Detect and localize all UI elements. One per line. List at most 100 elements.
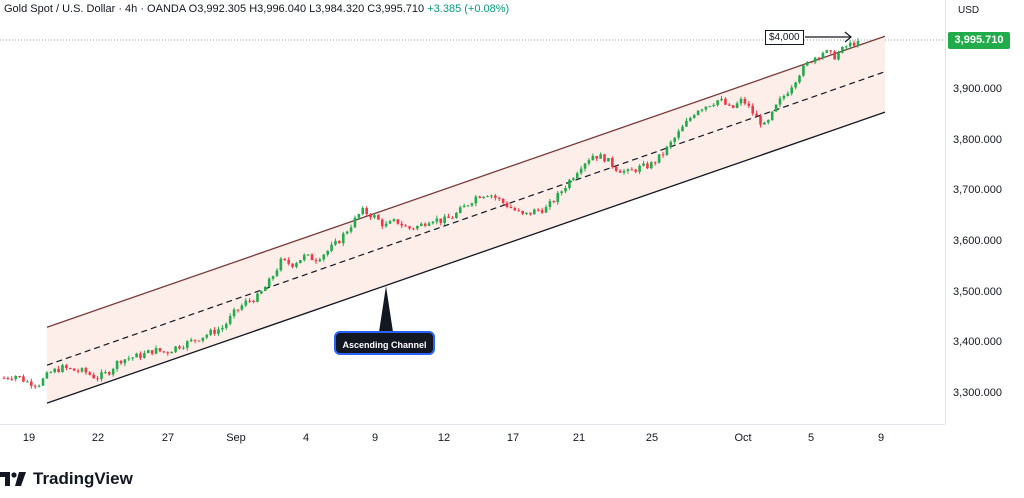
candle	[657, 154, 661, 164]
candle	[263, 286, 267, 292]
candle	[603, 153, 606, 163]
callout-pointer	[379, 286, 393, 332]
candle	[279, 256, 283, 272]
currency-label[interactable]: USD	[958, 5, 980, 16]
candle	[143, 350, 146, 359]
price-arrow	[805, 31, 852, 43]
candle	[517, 208, 521, 212]
candle	[529, 212, 532, 216]
candle	[646, 161, 649, 170]
candle	[193, 339, 197, 344]
candle	[174, 346, 177, 354]
candle	[462, 203, 466, 208]
candle	[556, 190, 560, 205]
candle	[809, 61, 813, 64]
candle	[135, 352, 138, 358]
candle	[790, 84, 794, 96]
candle	[560, 190, 563, 196]
price-scale-divider	[945, 0, 946, 424]
candle	[673, 136, 677, 145]
candle	[595, 155, 599, 161]
candle	[310, 253, 314, 261]
x-tick-label: 12	[437, 432, 451, 444]
candle	[848, 40, 852, 49]
candle	[759, 114, 762, 128]
candle	[825, 49, 829, 54]
y-tick-label: 3,900.000	[953, 83, 1002, 95]
candle	[497, 196, 501, 202]
candle	[287, 257, 290, 266]
symbol-header: Gold Spot / U.S. Dollar · 4h · OANDA O3,…	[4, 3, 509, 15]
candle	[521, 210, 524, 216]
candle	[14, 375, 17, 382]
candle	[798, 74, 801, 84]
tradingview-logo-icon	[0, 472, 26, 486]
candle	[821, 51, 825, 60]
ohlc-low: L3,984.320	[309, 3, 365, 15]
candle	[154, 345, 158, 355]
candle	[150, 350, 154, 356]
candle	[642, 160, 645, 167]
candle	[540, 207, 544, 214]
ascending-channel[interactable]	[46, 35, 886, 404]
candle	[10, 376, 14, 381]
x-tick-label: 5	[807, 432, 815, 444]
candle	[423, 222, 427, 228]
candle	[829, 50, 833, 54]
symbol-title[interactable]: Gold Spot / U.S. Dollar · 4h · OANDA	[4, 3, 186, 15]
candle	[474, 194, 478, 207]
candle	[37, 384, 41, 388]
candle	[252, 299, 255, 304]
candle	[770, 111, 774, 121]
candle	[412, 227, 415, 231]
x-tick-label: 9	[371, 432, 379, 444]
candle	[104, 370, 107, 374]
candle	[119, 359, 123, 366]
candle	[681, 124, 684, 132]
candle	[53, 367, 56, 374]
channel-lower-line[interactable]	[46, 111, 886, 404]
channel-fill	[47, 36, 885, 404]
candle	[458, 205, 462, 214]
candle	[6, 376, 10, 381]
price-change: +3.385 (+0.08%)	[427, 3, 510, 15]
y-tick-label: 3,500.000	[953, 286, 1002, 298]
candle	[845, 45, 848, 50]
candle	[685, 117, 688, 127]
candle	[720, 95, 723, 102]
candle	[162, 351, 166, 354]
y-tick-label: 3,700.000	[953, 184, 1002, 196]
tradingview-logo[interactable]: TradingView	[0, 466, 133, 492]
candle	[345, 230, 349, 235]
candle	[96, 375, 99, 382]
candle	[314, 257, 318, 264]
channel-callout[interactable]: Ascending Channel	[334, 331, 435, 355]
candle	[341, 231, 345, 247]
candle	[224, 322, 228, 331]
channel-middle-line[interactable]	[46, 71, 886, 366]
candle	[708, 105, 712, 108]
x-tick-label: 27	[161, 432, 175, 444]
candle	[404, 223, 407, 227]
candle	[544, 204, 548, 213]
candle	[80, 367, 84, 373]
candle	[380, 218, 384, 230]
candle	[88, 371, 92, 376]
price-target-note[interactable]: $4,000	[765, 30, 804, 45]
candle	[743, 96, 747, 106]
candle	[579, 165, 583, 176]
candle	[837, 50, 840, 61]
y-tick-label: 3,300.000	[953, 387, 1002, 399]
candle	[665, 145, 669, 156]
channel-upper-line[interactable]	[46, 35, 886, 328]
candle	[131, 357, 134, 361]
candle	[68, 367, 72, 370]
candle	[123, 359, 127, 367]
candle	[271, 275, 275, 281]
candle	[84, 366, 88, 375]
candle	[813, 56, 817, 65]
candle	[178, 344, 181, 350]
candle	[677, 128, 680, 141]
candle	[638, 164, 641, 175]
